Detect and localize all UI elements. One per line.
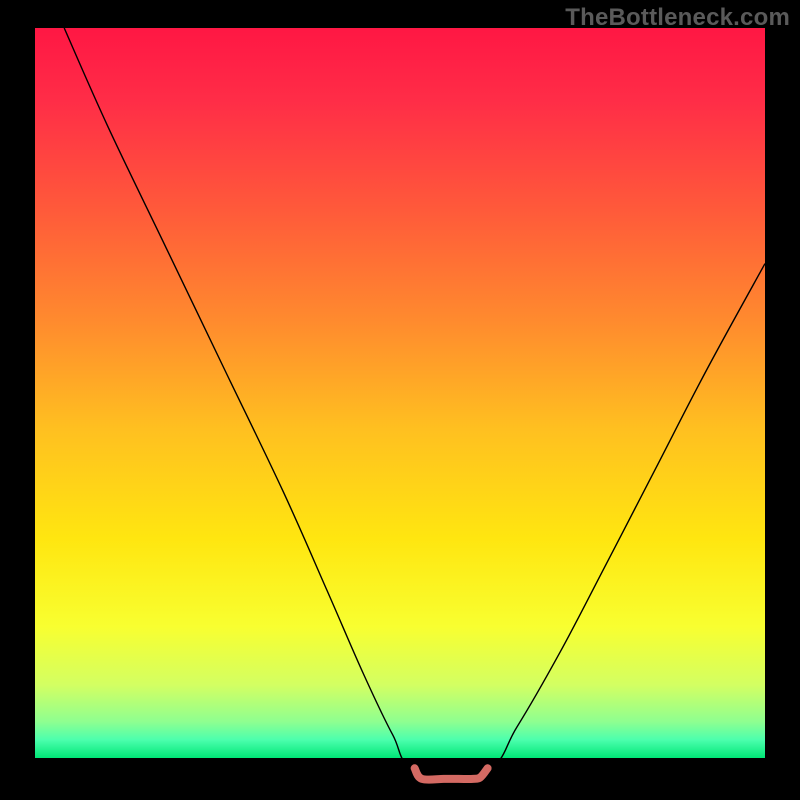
bottleneck-curve xyxy=(64,28,765,773)
plot-area xyxy=(35,28,765,788)
curve-layer xyxy=(35,28,765,788)
chart-frame: TheBottleneck.com xyxy=(0,0,800,800)
sweet-spot-segment xyxy=(415,768,488,779)
